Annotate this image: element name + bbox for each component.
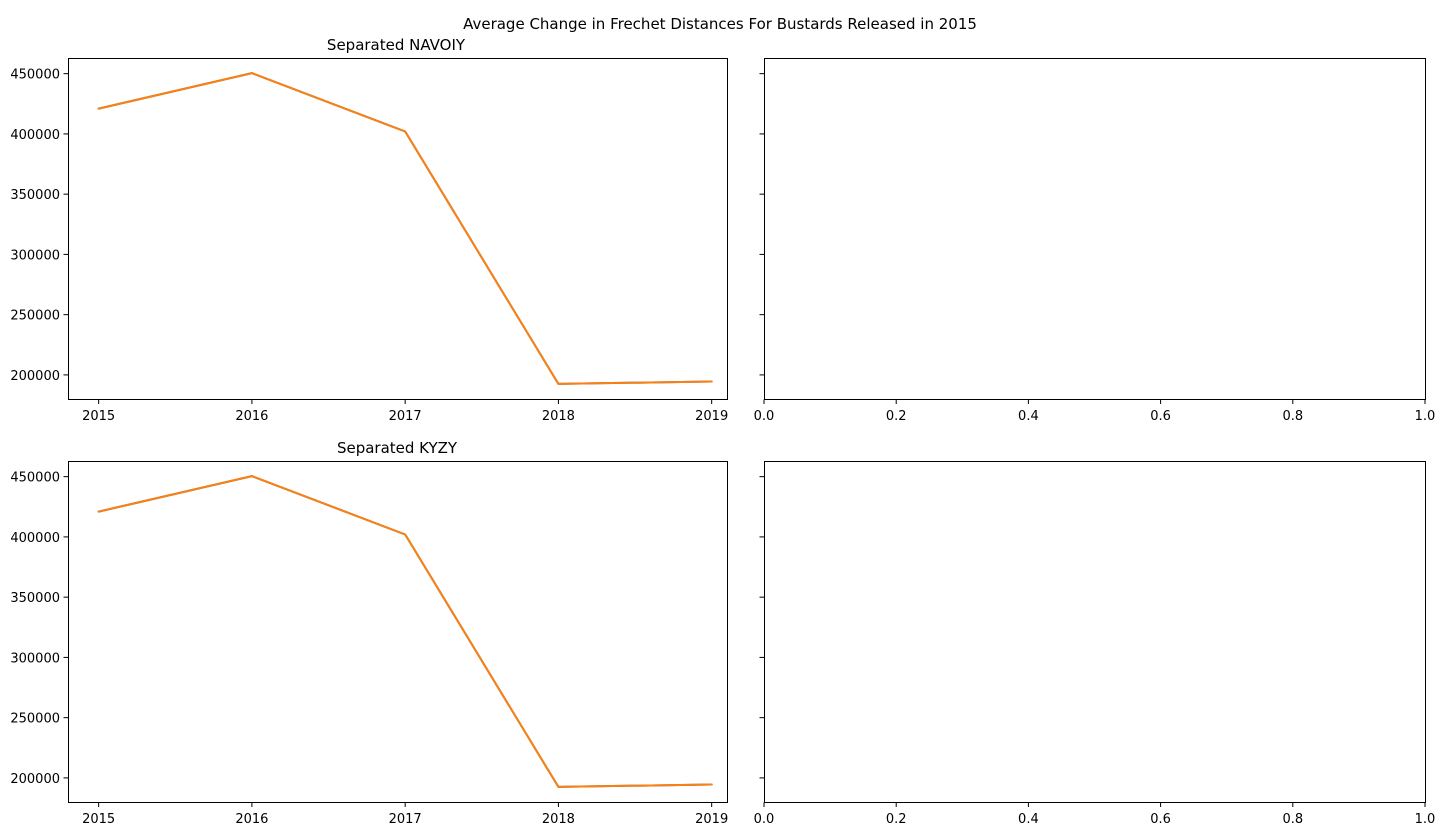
- x-tick-label: 0.2: [886, 409, 907, 424]
- subplot-title: Separated KYZY: [337, 439, 458, 457]
- y-tick-label: 400000: [10, 531, 60, 546]
- subplot-empty-top: 0.0 0.2 0.4 0.6 0.8 1.0: [754, 58, 1436, 424]
- figure-suptitle: Average Change in Frechet Distances For …: [463, 15, 977, 33]
- axes-frame: [68, 461, 728, 803]
- axes-frame: [68, 58, 728, 400]
- x-tick-label: 0.4: [1018, 409, 1039, 424]
- x-tick-label: 0.6: [1150, 409, 1171, 424]
- series-line-1: [97, 72, 713, 385]
- x-tick-label: 2018: [542, 409, 575, 424]
- y-tick-label: 300000: [10, 248, 60, 263]
- x-tick-label: 2019: [695, 812, 728, 827]
- y-tick-label: 450000: [10, 471, 60, 486]
- x-tick-label: 2015: [82, 409, 115, 424]
- y-tick-label: 300000: [10, 651, 60, 666]
- subplot-navoiy: Separated NAVOIY 2015 2016 2017 2018 2019 2000…: [10, 36, 728, 424]
- x-tick-label: 0.6: [1150, 812, 1171, 827]
- x-tick-label: 1.0: [1415, 409, 1436, 424]
- y-tick-label: 350000: [10, 188, 60, 203]
- y-tick-label: 350000: [10, 591, 60, 606]
- x-tick-label: 0.8: [1282, 812, 1303, 827]
- axes-frame: [764, 58, 1426, 400]
- x-tick-label: 2017: [389, 812, 422, 827]
- y-tick-label: 200000: [10, 772, 60, 787]
- series-line-1: [97, 475, 713, 788]
- x-tick-label: 0.4: [1018, 812, 1039, 827]
- series-line-0: [97, 475, 713, 788]
- y-tick-label: 200000: [10, 369, 60, 384]
- x-tick-label: 2016: [235, 812, 268, 827]
- x-tick-label: 2019: [695, 409, 728, 424]
- x-tick-label: 2016: [235, 409, 268, 424]
- axes-frame: [764, 461, 1426, 803]
- subplot-kyzy: Separated KYZY 2015 2016 2017 2018 2019 200000…: [10, 439, 728, 827]
- subplot-title: Separated NAVOIY: [327, 36, 466, 54]
- y-tick-label: 400000: [10, 128, 60, 143]
- x-tick-label: 2018: [542, 812, 575, 827]
- x-tick-label: 0.0: [754, 812, 775, 827]
- subplot-empty-bottom: 0.0 0.2 0.4 0.6 0.8 1.0: [754, 461, 1436, 827]
- x-tick-label: 0.0: [754, 409, 775, 424]
- x-tick-label: 0.8: [1282, 409, 1303, 424]
- x-tick-label: 2015: [82, 812, 115, 827]
- x-tick-label: 2017: [389, 409, 422, 424]
- series-line-0: [97, 72, 713, 385]
- y-tick-label: 250000: [10, 712, 60, 727]
- x-tick-label: 0.2: [886, 812, 907, 827]
- y-tick-label: 250000: [10, 309, 60, 324]
- x-tick-label: 1.0: [1415, 812, 1436, 827]
- y-tick-label: 450000: [10, 68, 60, 83]
